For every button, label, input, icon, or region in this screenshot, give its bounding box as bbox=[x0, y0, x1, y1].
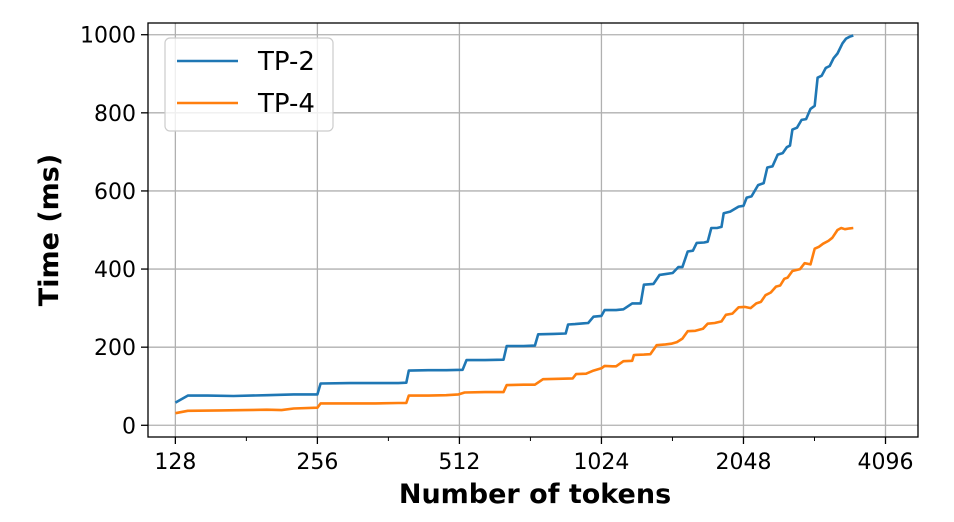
x-tick-label-2048: 2048 bbox=[715, 450, 771, 475]
x-tick-label-4096: 4096 bbox=[858, 450, 914, 475]
y-axis-ticks: 0 200 400 600 800 1000 bbox=[80, 24, 148, 439]
axes bbox=[147, 22, 919, 438]
x-axis-label: Number of tokens bbox=[399, 479, 671, 510]
series-line-tp-4 bbox=[175, 226, 854, 415]
y-axis-label: Time (ms) bbox=[34, 154, 65, 306]
y-tick-label-0: 0 bbox=[122, 414, 136, 439]
series-lines bbox=[174, 34, 854, 415]
y-tick-label-600: 600 bbox=[94, 180, 136, 205]
x-axis-ticks: 128 256 512 1024 2048 4096 bbox=[154, 437, 914, 475]
series-line-tp-2 bbox=[174, 34, 854, 404]
y-tick-label-400: 400 bbox=[94, 258, 136, 283]
x-tick-label-512: 512 bbox=[438, 450, 480, 475]
y-tick-label-1000: 1000 bbox=[80, 24, 136, 49]
y-tick-label-800: 800 bbox=[94, 102, 136, 127]
y-tick-label-200: 200 bbox=[94, 336, 136, 361]
plot-area-frame bbox=[147, 22, 919, 438]
x-tick-label-128: 128 bbox=[154, 450, 196, 475]
legend-label-tp-4: TP-4 bbox=[257, 89, 315, 119]
x-tick-label-256: 256 bbox=[296, 450, 338, 475]
legend: TP-2 TP-4 bbox=[164, 37, 334, 132]
legend-label-tp-2: TP-2 bbox=[257, 47, 315, 77]
x-tick-label-1024: 1024 bbox=[573, 450, 629, 475]
